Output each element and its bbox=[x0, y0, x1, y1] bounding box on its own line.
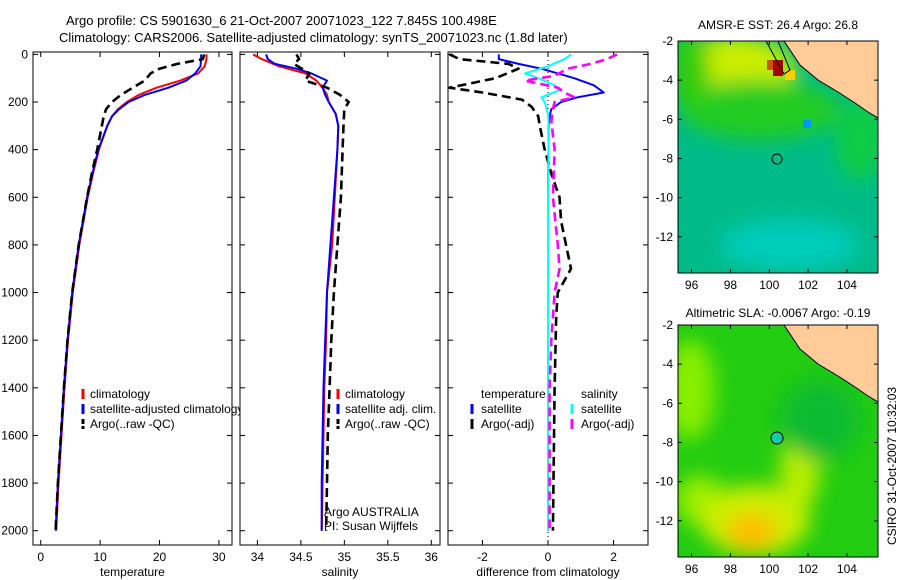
x-tick-label: 98 bbox=[724, 278, 738, 292]
temperature-panel: 0 10 20 30 0 200 400 600 800 1000 1200 1400 1600 1800… bbox=[1, 47, 243, 579]
x-tick-label: 96 bbox=[685, 562, 699, 576]
sst-map-axes: 96 98 100 102 104 -2 -4 -6 -8 -10 -12 bbox=[656, 34, 878, 292]
sst-field bbox=[678, 41, 878, 270]
plot-frame bbox=[32, 51, 233, 546]
x-tick-label: 102 bbox=[798, 562, 818, 576]
legend-header: temperature bbox=[481, 387, 546, 401]
y-tick-label: -8 bbox=[662, 151, 673, 165]
x-axis-label: temperature bbox=[100, 565, 165, 579]
argo-location-marker bbox=[771, 153, 783, 165]
figure-title-line2: Climatology: CARS2006. Satellite-adjuste… bbox=[59, 30, 568, 45]
y-tick-label: 600 bbox=[8, 190, 28, 204]
y-tick-label: 1800 bbox=[1, 476, 28, 490]
x-tick-label: 100 bbox=[759, 278, 779, 292]
x-tick-label: 34 bbox=[251, 550, 265, 564]
legend-label: Argo(-adj) bbox=[581, 417, 634, 431]
legend-label: Argo(..raw -QC) bbox=[90, 417, 175, 431]
y-tick-label: 1400 bbox=[1, 381, 28, 395]
legend-header: salinity bbox=[581, 387, 618, 401]
x-tick-label: 104 bbox=[837, 562, 857, 576]
y-tick-label: -4 bbox=[662, 357, 673, 371]
legend-label: satellite bbox=[581, 402, 622, 416]
land-sumatra bbox=[783, 41, 878, 119]
timestamp-stamp: CSIRO 31-Oct-2007 10:32:03 bbox=[885, 387, 899, 545]
figure-title-line1: Argo profile: CS 5901630_6 21-Oct-2007 2… bbox=[66, 13, 497, 28]
sla-map-frame bbox=[677, 324, 879, 558]
x-axis-label: difference from climatology bbox=[476, 565, 619, 579]
x-tick-label: 0 bbox=[545, 550, 552, 564]
x-tick-label: 2 bbox=[610, 550, 617, 564]
sst-map-frame bbox=[677, 40, 879, 274]
x-tick-label: 20 bbox=[153, 550, 167, 564]
legend-label: satellite bbox=[481, 402, 522, 416]
y-tick-label: 1200 bbox=[1, 333, 28, 347]
land-sumatra bbox=[783, 325, 878, 403]
y-tick-label: -12 bbox=[656, 514, 674, 528]
y-tick-label: 400 bbox=[8, 143, 28, 157]
x-tick-label: 30 bbox=[212, 550, 226, 564]
series-line-argo-raw-qc- bbox=[292, 53, 351, 531]
x-tick-label: 104 bbox=[837, 278, 857, 292]
legend-label: Argo(..raw -QC) bbox=[345, 417, 430, 431]
y-tick-label: -12 bbox=[656, 230, 674, 244]
y-tick-label: 1000 bbox=[1, 286, 28, 300]
y-tick-label: -8 bbox=[662, 435, 673, 449]
sla-map: Altimetric SLA: -0.0067 Argo: -0.19 96 98… bbox=[656, 306, 879, 576]
series-line-satellite-adj-clim- bbox=[265, 54, 340, 531]
y-tick-label: 2000 bbox=[1, 524, 28, 538]
y-tick-label: 800 bbox=[8, 238, 28, 252]
y-tick-label: -10 bbox=[656, 475, 674, 489]
y-tick-label: -4 bbox=[662, 73, 673, 87]
x-tick-label: 98 bbox=[724, 562, 738, 576]
argo-location-marker bbox=[770, 431, 784, 445]
x-axis-label: salinity bbox=[322, 565, 359, 579]
sla-field bbox=[678, 340, 860, 555]
y-tick-label: 200 bbox=[8, 95, 28, 109]
legend-label: Argo(-adj) bbox=[481, 417, 534, 431]
x-tick-label: 10 bbox=[93, 550, 107, 564]
legend-label: satellite-adjusted climatology bbox=[90, 402, 243, 416]
series-line-salinity-satellite bbox=[524, 53, 572, 531]
x-tick-label: -2 bbox=[477, 550, 488, 564]
annotation-text: PI: Susan Wijffels bbox=[324, 519, 418, 533]
plot-frame bbox=[239, 51, 441, 546]
annotation-text: Argo AUSTRALIA bbox=[324, 505, 419, 519]
x-tick-label: 96 bbox=[685, 278, 699, 292]
x-tick-label: 35 bbox=[338, 550, 352, 564]
x-tick-label: 0 bbox=[37, 550, 44, 564]
y-tick-label: 0 bbox=[21, 47, 28, 61]
y-tick-label: 1600 bbox=[1, 428, 28, 442]
x-tick-label: 36 bbox=[425, 550, 439, 564]
y-tick-label: -6 bbox=[662, 112, 673, 126]
series-line-argo-raw-qc- bbox=[54, 54, 206, 531]
legend-label: climatology bbox=[345, 387, 405, 401]
sst-map: AMSR-E SST: 26.4 Argo: 26.8 96 98 100 102 10… bbox=[656, 18, 879, 292]
legend-label: satellite adj. clim. bbox=[345, 402, 436, 416]
legend-label: climatology bbox=[90, 387, 150, 401]
salinity-panel: 34 34.5 35 35.5 36 salinity climatologysatelli… bbox=[239, 51, 441, 579]
y-tick-label: -2 bbox=[662, 318, 673, 332]
y-tick-label: -10 bbox=[656, 191, 674, 205]
sst-warm-patch bbox=[773, 60, 783, 76]
x-tick-label: 34.5 bbox=[289, 550, 313, 564]
sla-map-axes: 96 98 100 102 104 -2 -4 -6 -8 -10 -12 bbox=[656, 318, 878, 576]
x-tick-label: 100 bbox=[759, 562, 779, 576]
x-tick-label: 35.5 bbox=[376, 550, 400, 564]
sla-map-title: Altimetric SLA: -0.0067 Argo: -0.19 bbox=[686, 306, 871, 320]
sst-map-title: AMSR-E SST: 26.4 Argo: 26.8 bbox=[698, 18, 858, 32]
y-tick-label: -6 bbox=[662, 396, 673, 410]
y-tick-label: -2 bbox=[662, 34, 673, 48]
series-line-salinity-argo-adj- bbox=[523, 53, 618, 531]
x-tick-label: 102 bbox=[798, 278, 818, 292]
